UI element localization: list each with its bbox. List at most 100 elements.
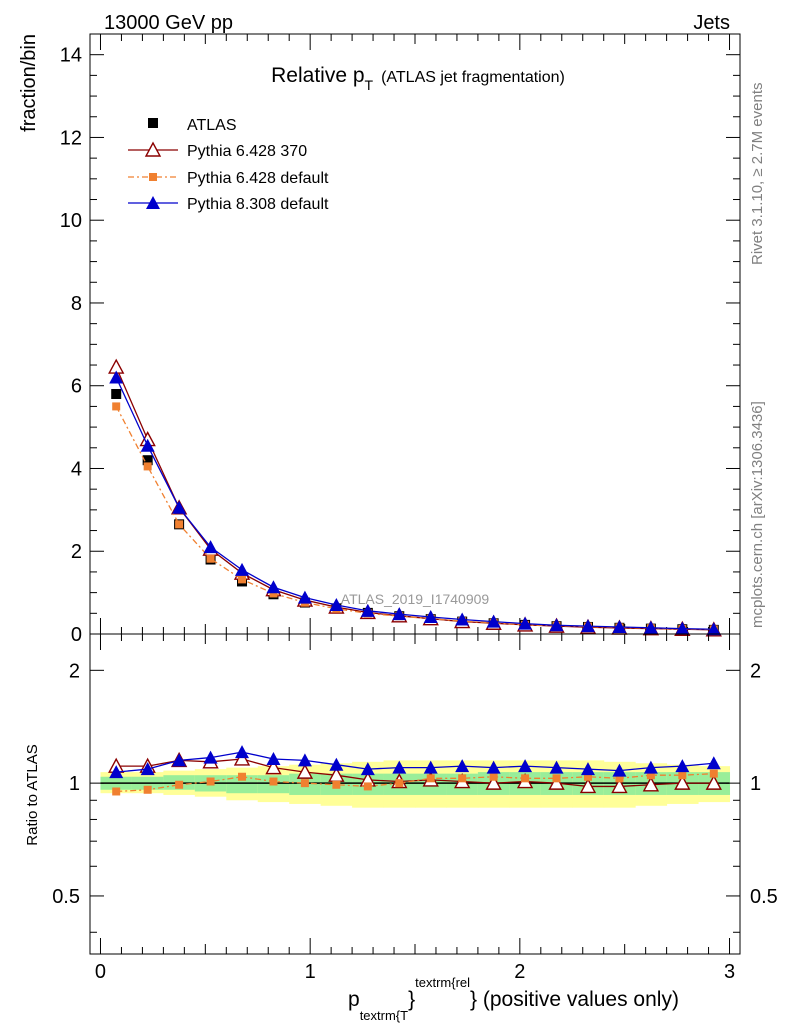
ratio-series-1-point [206, 777, 215, 786]
main-panel: 0 2 4 6 8 10 12 14 ATLAS_2019_I1740909 [60, 33, 741, 646]
ratio-series-1-point [238, 772, 247, 781]
header-left: 13000 GeV pp [104, 12, 233, 34]
ratio-series-2-point [203, 750, 218, 764]
series-3-point [203, 540, 218, 554]
legend-label-atlas: ATLAS [187, 117, 237, 134]
title-sub: T [365, 77, 374, 93]
ratio-series-1-point [143, 785, 152, 794]
main-data [108, 358, 722, 637]
ratio-series-2-point [423, 760, 438, 774]
x-label-sup: textrm{rel [415, 975, 470, 990]
y-tick-label: 14 [60, 45, 82, 67]
series-2-line [115, 406, 714, 631]
series-2-point [206, 554, 215, 563]
ratio-series-1-point [615, 774, 624, 783]
ratio-series-0-point [642, 776, 660, 792]
ratio-series-1-point [332, 780, 341, 789]
ratio-y-tick-label-right: 1 [750, 773, 761, 795]
chart-title: Relative pT (ATLAS jet fragmentation) [271, 64, 565, 93]
series-3-point [423, 610, 438, 624]
main-axes: 0 2 4 6 8 10 12 14 [60, 34, 740, 646]
y-axis-label: fraction/bin [18, 34, 40, 132]
y-tick-label: 10 [60, 210, 82, 232]
series-3-point [675, 621, 690, 635]
ratio-y-tick-label: 1 [69, 773, 80, 795]
series-3-point [172, 500, 187, 514]
legend-item-atlas: ATLAS [148, 117, 237, 134]
series-3-point [486, 614, 501, 628]
x-tick-label: 2 [514, 961, 525, 983]
series-3-point [580, 619, 595, 633]
legend-marker-pythia8 [146, 196, 160, 209]
title-main: Relative p [271, 64, 364, 87]
ratio-series-0-point [705, 774, 722, 790]
y-tick-label: 12 [60, 127, 82, 149]
ratio-series-0-point [674, 774, 691, 790]
ratio-series-2-point [266, 751, 281, 765]
x-label-sub: textrm{T [360, 1008, 408, 1023]
x-axis-label: ptextrm{T}textrm{rel} (positive values o… [348, 975, 679, 1023]
y-tick-label: 8 [71, 293, 82, 315]
y-tick-label: 2 [71, 541, 82, 563]
ratio-series-2-line [116, 751, 714, 773]
ratio-series-2-point [706, 756, 721, 770]
legend-marker-pythia6-370 [144, 141, 162, 157]
ratio-data [108, 745, 722, 796]
ratio-series-2-point [580, 762, 595, 776]
ratio-series-2-point [392, 760, 407, 774]
ratio-y-tick-label-right: 2 [750, 660, 761, 682]
ratio-series-1-point [300, 779, 309, 788]
series-2-point [175, 520, 184, 529]
ratio-series-1-point [678, 771, 687, 780]
ratio-series-1-point [583, 772, 592, 781]
series-2-point [112, 402, 121, 411]
ratio-series-2-point [329, 757, 344, 771]
ratio-series-1-point [458, 774, 467, 783]
ratio-y-tick-label-right: 0.5 [750, 886, 778, 908]
ratio-y-tick-label: 0.5 [52, 886, 80, 908]
ratio-series-2-point [172, 753, 187, 767]
legend-label-pythia6-default: Pythia 6.428 default [187, 170, 329, 187]
ratio-series-2-point [235, 745, 250, 759]
series-2-point [269, 589, 278, 598]
series-3-point [549, 618, 564, 632]
ratio-series-0-point [265, 759, 282, 775]
legend-item-pythia8: Pythia 8.308 default [128, 196, 329, 213]
series-2-point [238, 575, 247, 584]
ratio-series-1-point [175, 780, 184, 789]
ratio-series-2-point [297, 753, 312, 767]
ratio-series-0-point [548, 774, 565, 790]
ratio-series-2-point [675, 759, 690, 773]
ratio-series-1-point [552, 774, 561, 783]
band-green [226, 775, 259, 794]
ratio-series-0-point [233, 750, 251, 766]
ratio-y-tick-label: 2 [69, 660, 80, 682]
x-tick-label: 1 [305, 961, 316, 983]
series-3-point [706, 622, 721, 636]
series-3-point [235, 562, 250, 576]
ratio-series-2-point [518, 759, 533, 773]
legend-label-pythia6-370: Pythia 6.428 370 [187, 143, 307, 160]
rivet-label: Rivet 3.1.10, ≥ 2.7M events [749, 83, 766, 266]
series-3-point [455, 612, 470, 626]
ratio-series-2-point [486, 760, 501, 774]
ratio-panel: 0 1 2 3 0.5 0.5 1 1 2 2 [52, 633, 778, 983]
legend-marker-atlas [148, 118, 158, 128]
y-tick-label: 4 [71, 458, 82, 480]
series-0-point [111, 389, 122, 399]
x-tick-label: 3 [724, 961, 735, 983]
ratio-series-2-point [360, 762, 375, 776]
ratio-series-2-point [643, 760, 658, 774]
ratio-series-1-point [521, 774, 530, 783]
legend-marker-pythia6-default [149, 173, 157, 181]
legend-item-pythia6-default: Pythia 6.428 default [128, 170, 329, 187]
x-label-p: p [348, 988, 360, 1011]
legend-item-pythia6-370: Pythia 6.428 370 [128, 141, 307, 160]
x-label-tail: } (positive values only) [470, 988, 679, 1011]
ratio-series-0-point [611, 777, 628, 794]
ratio-series-1-point [489, 772, 498, 781]
legend-label-pythia8: Pythia 8.308 default [187, 196, 329, 213]
series-3-point [518, 616, 533, 630]
title-suffix: (ATLAS jet fragmentation) [381, 69, 565, 86]
